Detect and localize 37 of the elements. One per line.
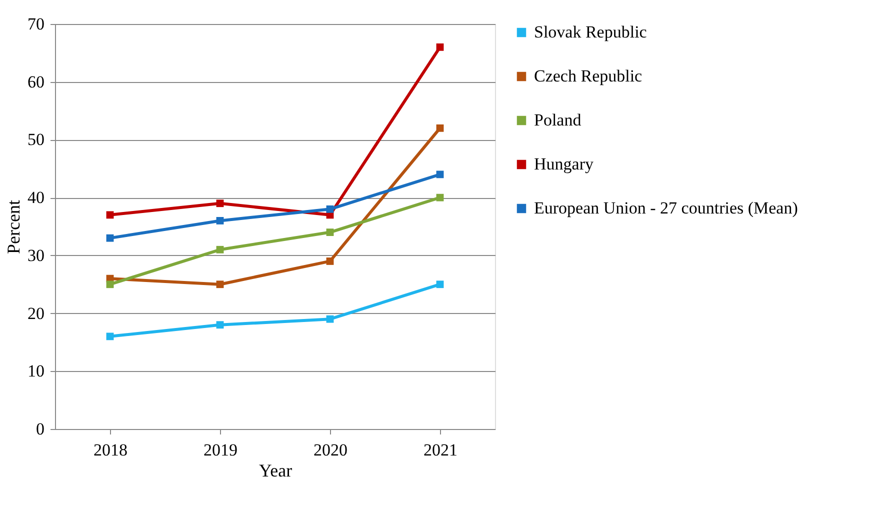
point — [216, 321, 224, 329]
point — [216, 217, 224, 224]
y-tick-label: 10 — [28, 362, 44, 381]
legend-label: Czech Republic — [534, 66, 643, 86]
point — [436, 194, 444, 202]
point — [106, 280, 114, 288]
point — [106, 332, 114, 340]
x-tick-label: 2021 — [424, 440, 458, 460]
point — [106, 211, 114, 219]
point — [436, 170, 444, 178]
point — [436, 124, 444, 132]
point — [326, 228, 334, 236]
point — [216, 200, 224, 208]
y-tick-label: 20 — [28, 304, 44, 323]
point — [106, 234, 114, 242]
y-tick-label: 40 — [28, 188, 44, 208]
legend-label: Hungary — [534, 154, 594, 174]
point — [216, 246, 224, 254]
y-tick-label: 0 — [36, 420, 44, 438]
legend-label: Slovak Republic — [534, 22, 648, 42]
point — [216, 280, 224, 288]
point — [436, 43, 444, 51]
x-tick-label: 2018 — [94, 440, 128, 460]
x-tick-label: 2020 — [314, 440, 348, 460]
y-axis-title: Percent — [4, 200, 24, 254]
y-tick-label: 30 — [28, 246, 44, 265]
y-tick-label: 60 — [28, 72, 44, 92]
point — [326, 205, 334, 213]
point — [436, 280, 444, 288]
legend-label: European Union - 27 countries (Mean) — [534, 198, 798, 218]
point — [326, 315, 334, 323]
x-axis-title: Year — [258, 460, 292, 480]
point — [326, 258, 334, 265]
y-tick-label: 50 — [28, 130, 44, 150]
legend-label: Poland — [534, 110, 582, 130]
x-tick-label: 2019 — [204, 440, 238, 460]
y-tick-label: 70 — [28, 14, 44, 34]
